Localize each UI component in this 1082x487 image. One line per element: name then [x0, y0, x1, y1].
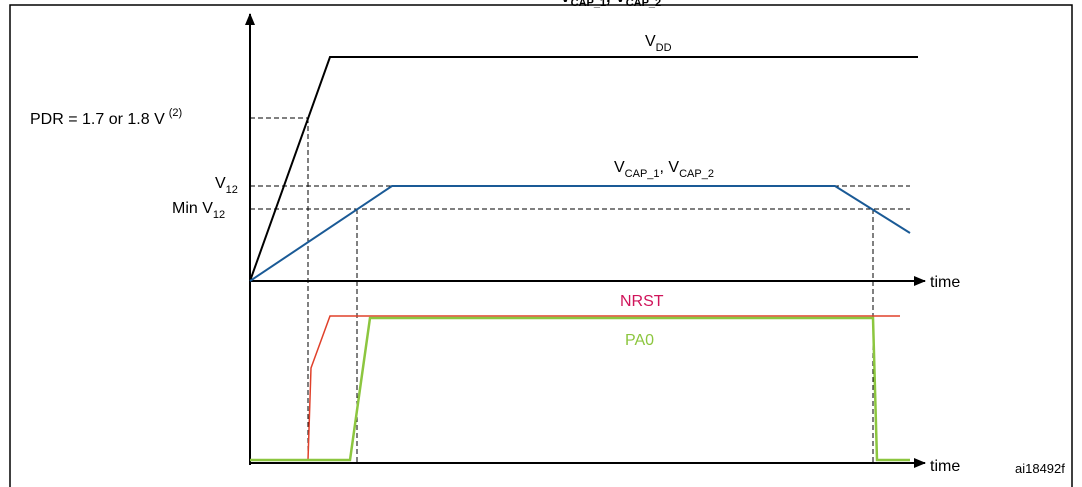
vcap-label: VCAP_1, VCAP_2	[614, 159, 714, 180]
pa0-signal	[250, 316, 910, 462]
time-label: time	[930, 274, 960, 291]
v12-label: V12	[215, 175, 238, 196]
time-label: time	[930, 458, 960, 475]
pa0-label: PA0	[625, 332, 654, 349]
guides	[250, 117, 910, 463]
figure-id: ai18492f	[1015, 461, 1065, 476]
min-v12-label: Min V12	[172, 200, 225, 221]
pdr-label: PDR = 1.7 or 1.8 V (2)	[30, 107, 182, 128]
frame	[9, 4, 1073, 487]
vcap-signal	[249, 185, 911, 282]
vdd-signal	[249, 56, 918, 282]
nrst-label: NRST	[620, 293, 664, 310]
vdd-label: VDD	[645, 33, 672, 54]
nrst-signal	[250, 315, 900, 461]
